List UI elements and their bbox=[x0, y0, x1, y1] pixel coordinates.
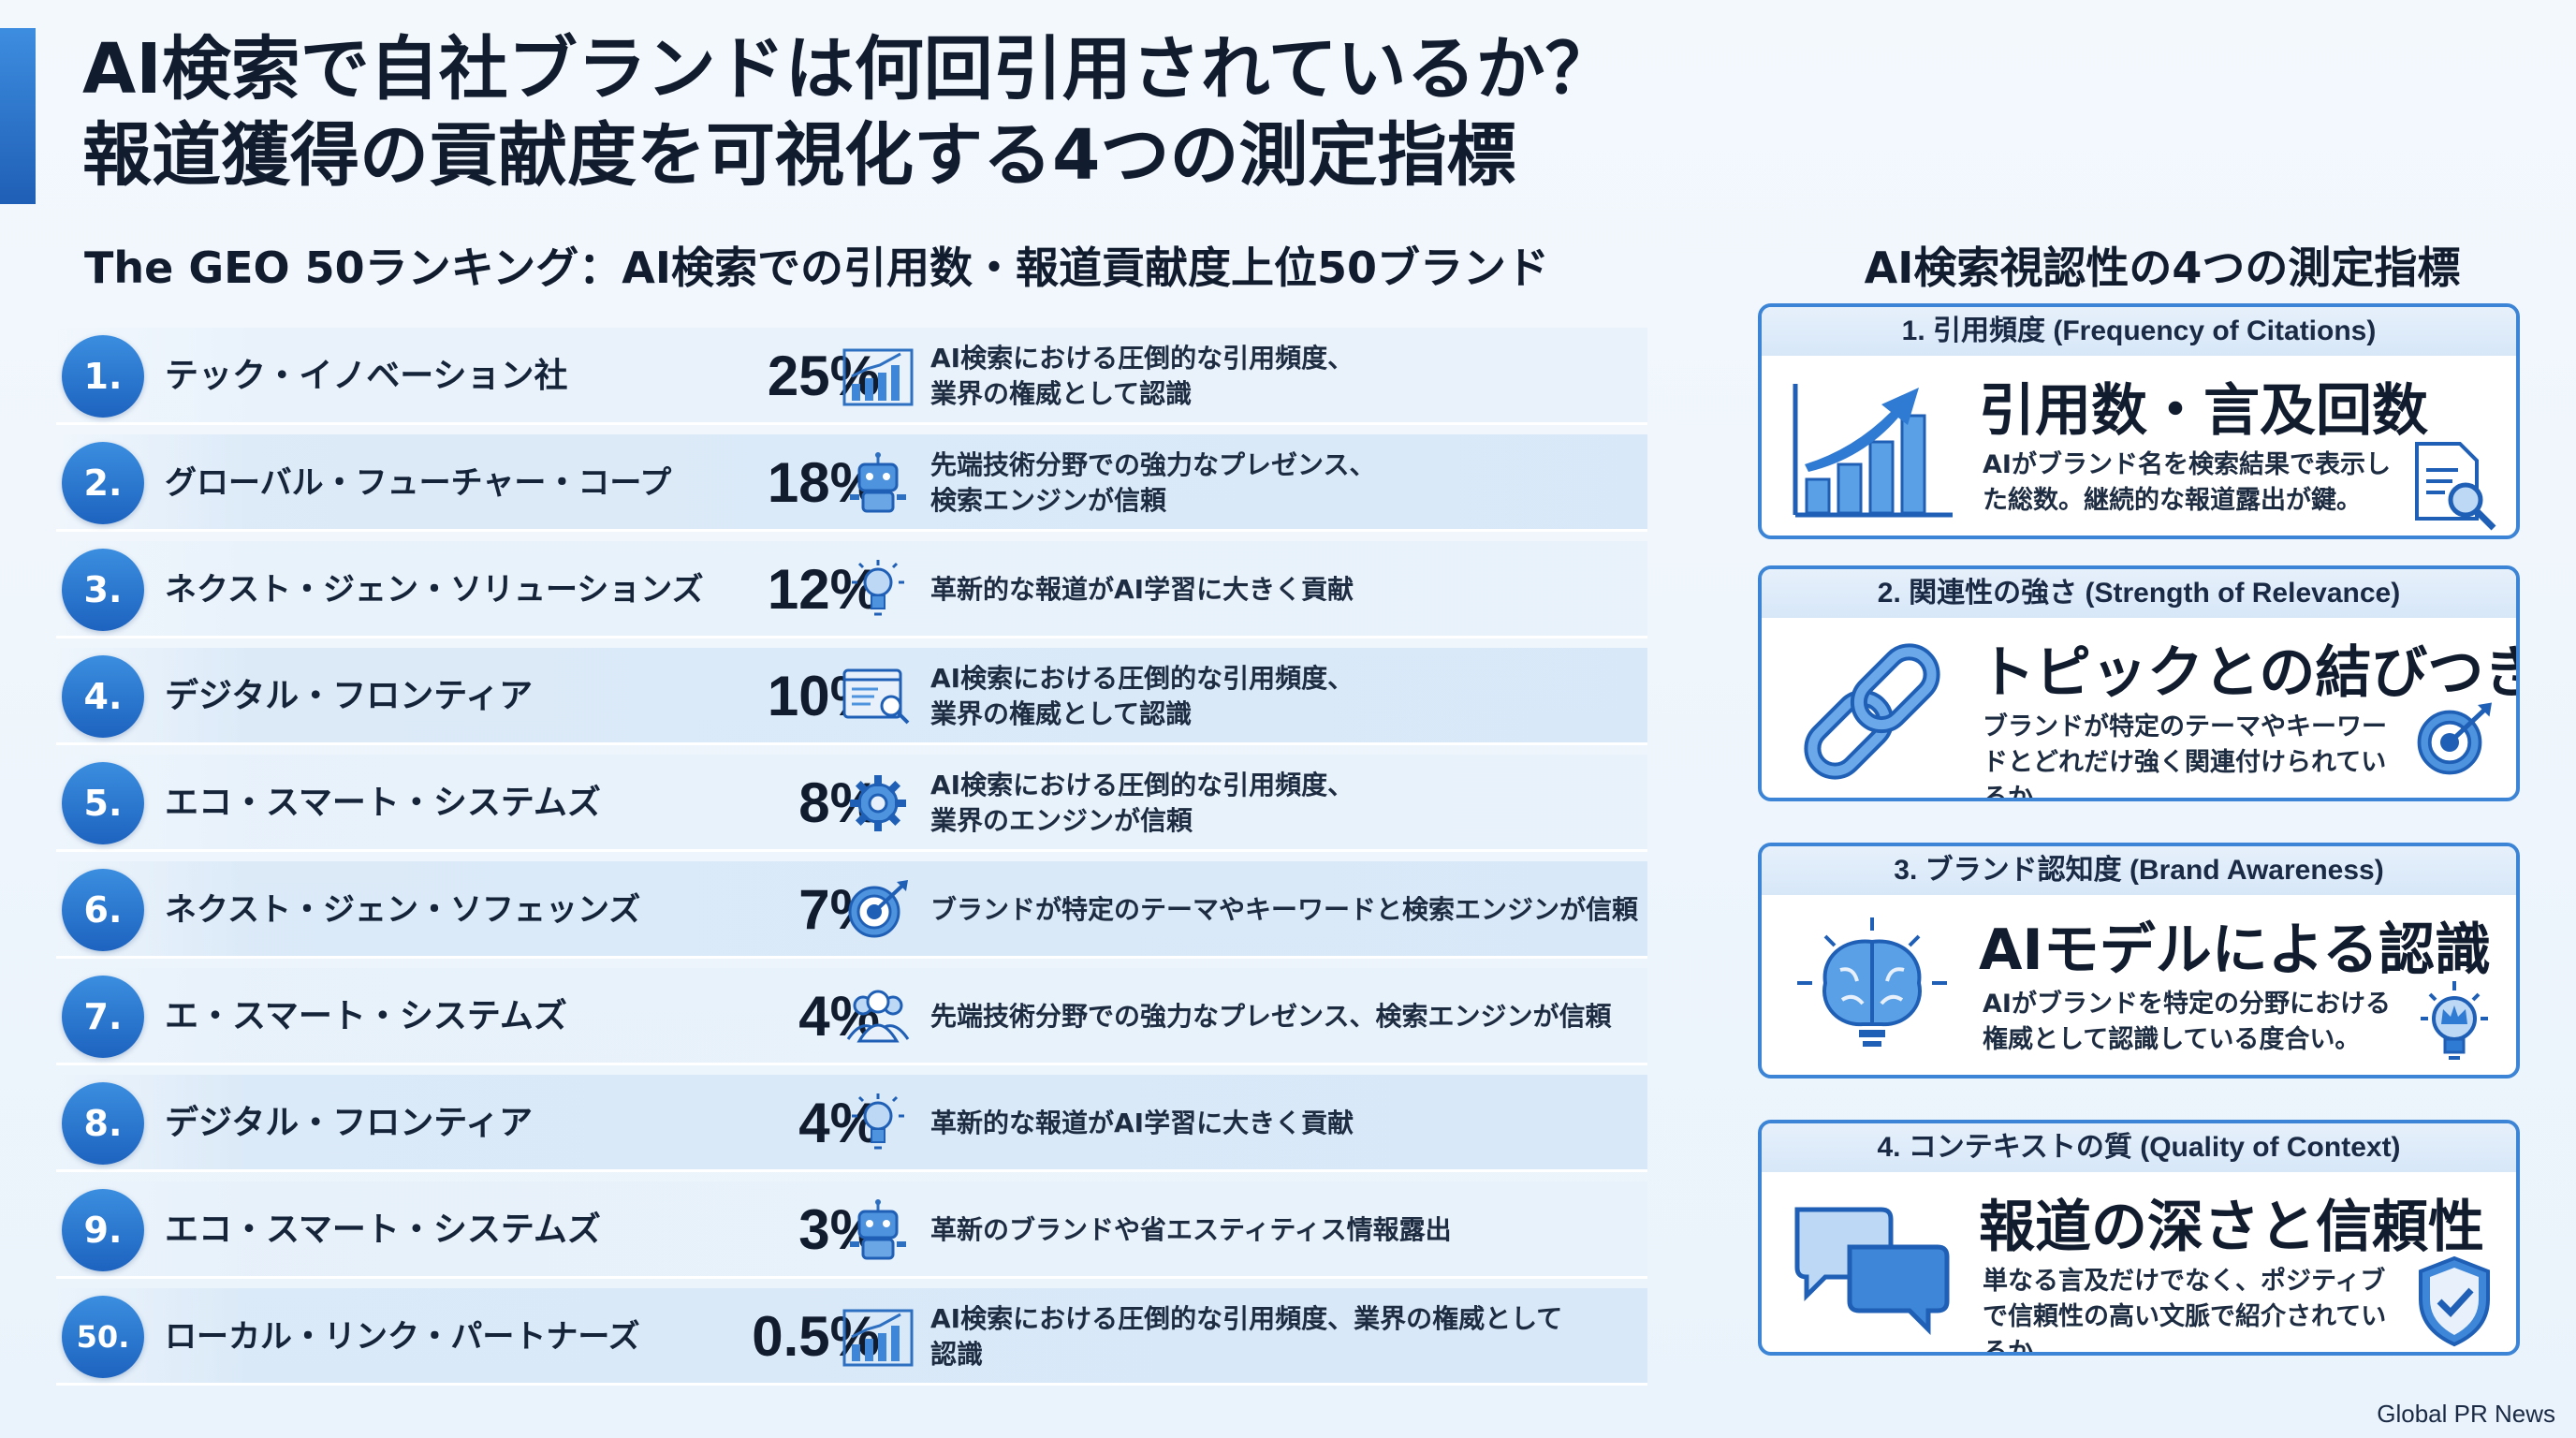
browser-search-icon bbox=[841, 665, 915, 728]
metric-description: AIがブランドを特定の分野における権威として認識している度合い。 bbox=[1983, 990, 2391, 1054]
rank-badge: 5. bbox=[62, 762, 144, 844]
target-icon bbox=[2408, 700, 2501, 794]
people-icon bbox=[841, 985, 915, 1049]
crown-bulb-icon bbox=[2408, 977, 2501, 1071]
ranking-description: AI検索における圧倒的な引用頻度、業界の権威として認識 bbox=[930, 1288, 1642, 1386]
gear-icon bbox=[841, 771, 915, 835]
metric-headline: AIモデルによる認識 bbox=[1979, 917, 2491, 983]
ranking-description: ブランドが特定のテーマやキーワードと検索エンジンが信頼 bbox=[930, 861, 1642, 959]
metric-card: 3. ブランド認知度 (Brand Awareness) AIモデルによる認識 AI… bbox=[1758, 843, 2520, 1078]
ranking-description: 革新のブランドや省エスティティス情報露出 bbox=[930, 1181, 1642, 1279]
brand-name: グローバル・フューチャー・コープ bbox=[165, 464, 672, 502]
ranking-description-text: AI検索における圧倒的な引用頻度、 業界のエンジンが信頼 bbox=[930, 770, 1354, 836]
lightbulb-icon bbox=[841, 558, 915, 622]
ranking-row: 4. デジタル・フロンティア 10% AI検索における圧倒的な引用頻度、 業界の権威とし… bbox=[56, 648, 1647, 745]
title-line-1: AI検索で自社ブランドは何回引用されているか？ bbox=[82, 29, 1615, 110]
target-icon bbox=[841, 878, 915, 942]
brain-icon bbox=[1788, 914, 1956, 1064]
ranking-row: 9. エコ・スマート・システムズ 3% 革新のブランドや省エスティティス情報露出 bbox=[56, 1181, 1647, 1279]
ranking-description-text: ブランドが特定のテーマやキーワードと検索エンジンが信頼 bbox=[930, 894, 1639, 925]
lightbulb-icon bbox=[841, 1092, 915, 1155]
metric-card-header: 2. 関連性の強さ (Strength of Relevance) bbox=[1762, 569, 2516, 618]
ranking-description: AI検索における圧倒的な引用頻度、 業界のエンジンが信頼 bbox=[930, 755, 1642, 852]
metric-card-header: 1. 引用頻度 (Frequency of Citations) bbox=[1762, 307, 2516, 356]
metric-headline: トピックとの結びつき bbox=[1979, 640, 2520, 706]
rank-badge: 6. bbox=[62, 869, 144, 951]
brand-name: エ・スマート・システムズ bbox=[165, 997, 567, 1035]
ranking-row: 6. ネクスト・ジェン・ソフェッンズ 7% ブランドが特定のテーマやキーワードと検索エ… bbox=[56, 861, 1647, 959]
ranking-description: 先端技術分野での強力なプレゼンス、検索エンジンが信頼 bbox=[930, 434, 1642, 532]
chat-bubbles-icon bbox=[1788, 1191, 1956, 1341]
robot-icon bbox=[841, 451, 915, 515]
ranking-description: 先端技術分野での強力なプレゼンス、検索エンジンが信頼 bbox=[930, 968, 1642, 1065]
chain-link-icon bbox=[1788, 637, 1956, 786]
ranking-description-text: AI検索における圧倒的な引用頻度、業界の権威として認識 bbox=[930, 343, 1354, 409]
bar-chart-icon bbox=[841, 1305, 915, 1369]
ranking-row: 8. デジタル・フロンティア 4% 革新的な報道がAI学習に大きく貢献 bbox=[56, 1075, 1647, 1172]
title-accent-bar bbox=[0, 28, 36, 204]
brand-name: ローカル・リンク・パートナーズ bbox=[165, 1318, 640, 1356]
metric-description: 単なる言及だけでなく、ポジティブで信頼性の高い文脈で紹介されているか。 bbox=[1983, 1267, 2387, 1356]
metric-card: 4. コンテキストの質 (Quality of Context) 報道の深さと信頼… bbox=[1758, 1120, 2520, 1356]
ranking-list: 1. テック・イノベーション社 25% AI検索における圧倒的な引用頻度、 業界の権威と… bbox=[56, 328, 1647, 1395]
metric-headline: 報道の深さと信頼性 bbox=[1979, 1195, 2484, 1260]
rank-badge: 8. bbox=[62, 1082, 144, 1165]
bar-chart-icon bbox=[841, 345, 915, 408]
ranking-description: AI検索における圧倒的な引用頻度、業界の権威として認識 bbox=[930, 648, 1642, 745]
document-search-icon bbox=[2408, 438, 2501, 532]
brand-name: エコ・スマート・システムズ bbox=[165, 1211, 601, 1249]
ranking-description-text: AI検索における圧倒的な引用頻度、業界の権威として認識 bbox=[930, 1303, 1563, 1370]
brand-name: エコ・スマート・システムズ bbox=[165, 784, 601, 822]
ranking-row: 1. テック・イノベーション社 25% AI検索における圧倒的な引用頻度、 業界の権威と… bbox=[56, 328, 1647, 425]
title-line-2: 報道獲得の貢献度を可視化する4つの測定指標 bbox=[82, 115, 1516, 196]
metric-card: 1. 引用頻度 (Frequency of Citations) 引用数・言及回数… bbox=[1758, 303, 2520, 539]
rank-badge: 7. bbox=[62, 976, 144, 1058]
ranking-description-text: 革新的な報道がAI学習に大きく貢献 bbox=[930, 574, 1354, 605]
ranking-row: 2. グローバル・フューチャー・コープ 18% 先端技術分野での強力なプレゼンス、 検索… bbox=[56, 434, 1647, 532]
citation-percent: 12% bbox=[767, 558, 880, 621]
metric-card-header: 4. コンテキストの質 (Quality of Context) bbox=[1762, 1123, 2516, 1172]
rank-badge: 3. bbox=[62, 549, 144, 631]
rank-badge: 9. bbox=[62, 1189, 144, 1271]
brand-name: デジタル・フロンティア bbox=[165, 677, 534, 715]
ranking-description-text: 革新的な報道がAI学習に大きく貢献 bbox=[930, 1108, 1354, 1138]
shield-check-icon bbox=[2408, 1255, 2501, 1348]
ranking-description: 革新的な報道がAI学習に大きく貢献 bbox=[930, 1075, 1642, 1172]
ranking-description-text: 先端技術分野での強力なプレゼンス、検索エンジンが信頼 bbox=[930, 1001, 1612, 1032]
metric-card-header: 3. ブランド認知度 (Brand Awareness) bbox=[1762, 846, 2516, 895]
ranking-description-text: AI検索における圧倒的な引用頻度、業界の権威として認識 bbox=[930, 663, 1354, 729]
metric-headline: 引用数・言及回数 bbox=[1979, 378, 2428, 444]
brand-name: ネクスト・ジェン・ソフェッンズ bbox=[165, 891, 641, 929]
ranking-description-text: 先端技術分野での強力なプレゼンス、検索エンジンが信頼 bbox=[930, 449, 1376, 516]
brand-name: デジタル・フロンティア bbox=[165, 1104, 534, 1142]
rank-badge: 1. bbox=[62, 335, 144, 418]
metric-description: ブランドが特定のテーマやキーワードとどれだけ強く関連付けられているか。 bbox=[1983, 712, 2387, 801]
brand-name: ネクスト・ジェン・ソリューションズ bbox=[165, 571, 704, 609]
ranking-row: 3. ネクスト・ジェン・ソリューションズ 12% 革新的な報道がAI学習に大きく貢献 bbox=[56, 541, 1647, 638]
ranking-row: 7. エ・スマート・システムズ 4% 先端技術分野での強力なプレゼンス、検索エンジンが… bbox=[56, 968, 1647, 1065]
rank-badge: 50. bbox=[62, 1296, 144, 1378]
footer-credit: Global PR News bbox=[2377, 1400, 2555, 1428]
ranking-description: 革新的な報道がAI学習に大きく貢献 bbox=[930, 541, 1642, 638]
metric-description: AIがブランド名を検索結果で表示した総数。継続的な報道露出が鍵。 bbox=[1983, 450, 2391, 515]
metric-card: 2. 関連性の強さ (Strength of Relevance) トピックとの結… bbox=[1758, 565, 2520, 801]
robot-icon bbox=[841, 1198, 915, 1262]
rank-badge: 4. bbox=[62, 655, 144, 738]
citation-percent: 25% bbox=[767, 345, 880, 407]
ranking-description-text: 革新のブランドや省エスティティス情報露出 bbox=[930, 1214, 1452, 1245]
brand-name: テック・イノベーション社 bbox=[165, 357, 568, 395]
ranking-row: 5. エコ・スマート・システムズ 8% AI検索における圧倒的な引用頻度、 業界のエンジ… bbox=[56, 755, 1647, 852]
rank-badge: 2. bbox=[62, 442, 144, 524]
page-title: AI検索で自社ブランドは何回引用されているか？ 報道獲得の貢献度を可視化する4つ… bbox=[82, 26, 1861, 198]
ranking-title: The GEO 50ランキング：AI検索での引用数・報道貢献度上位50ブランド bbox=[84, 242, 1550, 293]
growth-chart-icon bbox=[1788, 374, 1956, 524]
metrics-title: AI検索視認性の4つの測定指標 bbox=[1864, 242, 2461, 293]
ranking-row: 50. ローカル・リンク・パートナーズ 0.5% AI検索における圧倒的な引用頻度、業… bbox=[56, 1288, 1647, 1386]
ranking-description: AI検索における圧倒的な引用頻度、業界の権威として認識 bbox=[930, 328, 1642, 425]
